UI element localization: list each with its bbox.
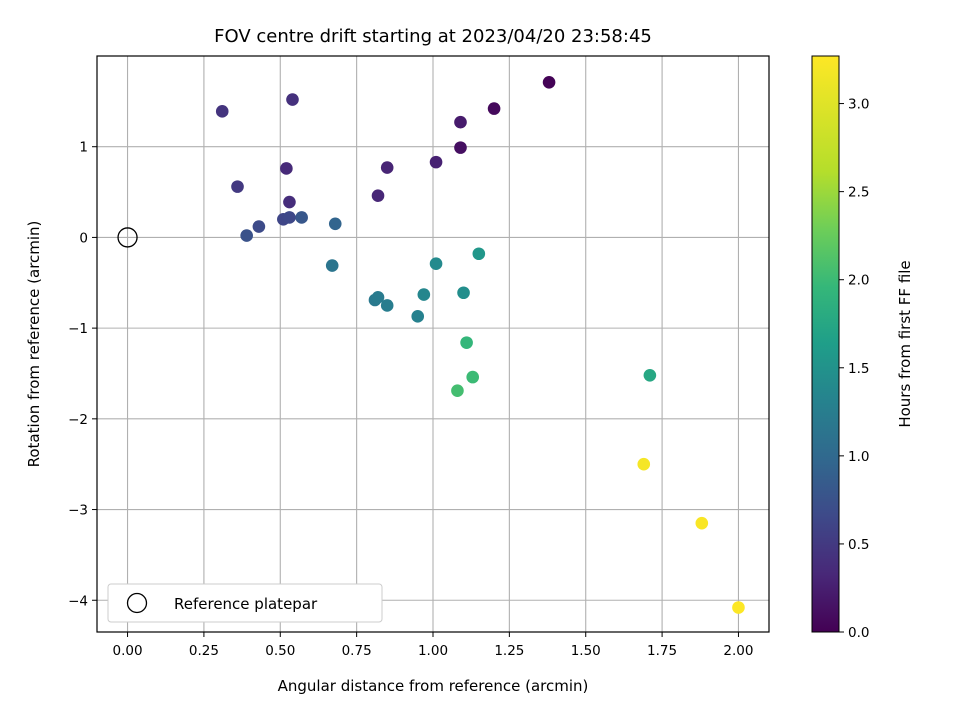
data-point xyxy=(283,211,296,224)
data-point xyxy=(643,368,657,382)
colorbar: 0.0 0.5 1.0 1.5 2.0 2.5 3.0 Hours from first F… xyxy=(811,55,914,641)
grid xyxy=(97,56,769,632)
x-tick-label: 0.50 xyxy=(265,643,295,659)
data-point xyxy=(417,288,431,301)
x-tick-label: 0.75 xyxy=(342,643,372,659)
y-tick-label: −1 xyxy=(68,321,88,337)
data-point xyxy=(283,195,296,209)
data-point xyxy=(451,384,464,398)
y-tick-label: −2 xyxy=(68,412,88,428)
colorbar-tick-label: 0.0 xyxy=(848,625,869,641)
colorbar-tick-label: 1.5 xyxy=(848,361,869,377)
colorbar-label: Hours from first FF file xyxy=(896,260,914,427)
data-point xyxy=(325,259,339,272)
colorbar-tick-label: 0.5 xyxy=(848,537,869,553)
x-tick-label: 1.75 xyxy=(647,643,677,659)
data-point xyxy=(328,217,342,231)
data-point xyxy=(454,115,467,129)
x-tick-label: 0.00 xyxy=(113,643,143,659)
y-axis: 1 0 −1 −2 −3 −4 xyxy=(68,140,97,609)
colorbar-tick-label: 2.0 xyxy=(848,273,869,289)
data-point xyxy=(215,105,229,118)
data-point xyxy=(280,162,293,175)
data-point xyxy=(460,336,473,349)
legend-marker xyxy=(126,592,148,614)
data-points xyxy=(117,76,745,614)
data-point xyxy=(457,286,470,300)
y-tick-label: −4 xyxy=(68,593,88,609)
data-point xyxy=(695,516,709,530)
x-tick-label: 1.50 xyxy=(571,643,601,659)
data-point xyxy=(380,161,394,174)
data-point xyxy=(487,102,501,115)
colorbar-tick-label: 1.0 xyxy=(848,449,869,465)
data-point xyxy=(371,189,385,202)
data-point xyxy=(240,229,253,242)
data-point xyxy=(286,93,299,106)
data-point xyxy=(637,457,651,471)
x-tick-label: 1.25 xyxy=(494,643,524,659)
colorbar-gradient xyxy=(811,55,840,633)
data-point xyxy=(429,257,443,271)
data-point xyxy=(466,370,480,384)
data-point xyxy=(732,601,745,614)
data-point xyxy=(472,247,486,261)
data-point xyxy=(542,76,556,89)
y-tick-label: 0 xyxy=(79,230,88,246)
x-tick-label: 0.25 xyxy=(189,643,219,659)
y-axis-label: Rotation from reference (arcmin) xyxy=(25,221,43,468)
legend-label: Reference platepar xyxy=(174,595,318,613)
colorbar-tick-label: 3.0 xyxy=(848,97,869,113)
chart-title: FOV centre drift starting at 2023/04/20 … xyxy=(214,26,652,47)
legend-box xyxy=(107,583,383,623)
data-point xyxy=(371,290,385,304)
reference-marker xyxy=(117,227,138,248)
y-tick-label: −3 xyxy=(68,503,88,519)
x-axis: 0.00 0.25 0.50 0.75 1.00 1.25 1.50 1.75 2.00 xyxy=(113,632,753,659)
y-tick-label: 1 xyxy=(79,140,88,156)
x-axis-label: Angular distance from reference (arcmin) xyxy=(278,677,589,695)
data-point xyxy=(295,211,308,224)
legend: Reference platepar xyxy=(107,583,383,623)
data-point xyxy=(252,220,266,233)
data-point xyxy=(411,310,425,323)
data-point xyxy=(454,141,467,154)
x-tick-label: 2.00 xyxy=(723,643,753,659)
colorbar-tick-label: 2.5 xyxy=(848,185,869,201)
colorbar-ticks: 0.0 0.5 1.0 1.5 2.0 2.5 3.0 xyxy=(839,97,869,641)
data-point xyxy=(231,180,244,193)
data-point xyxy=(429,155,443,169)
data-point xyxy=(380,299,394,312)
x-tick-label: 1.00 xyxy=(418,643,448,659)
